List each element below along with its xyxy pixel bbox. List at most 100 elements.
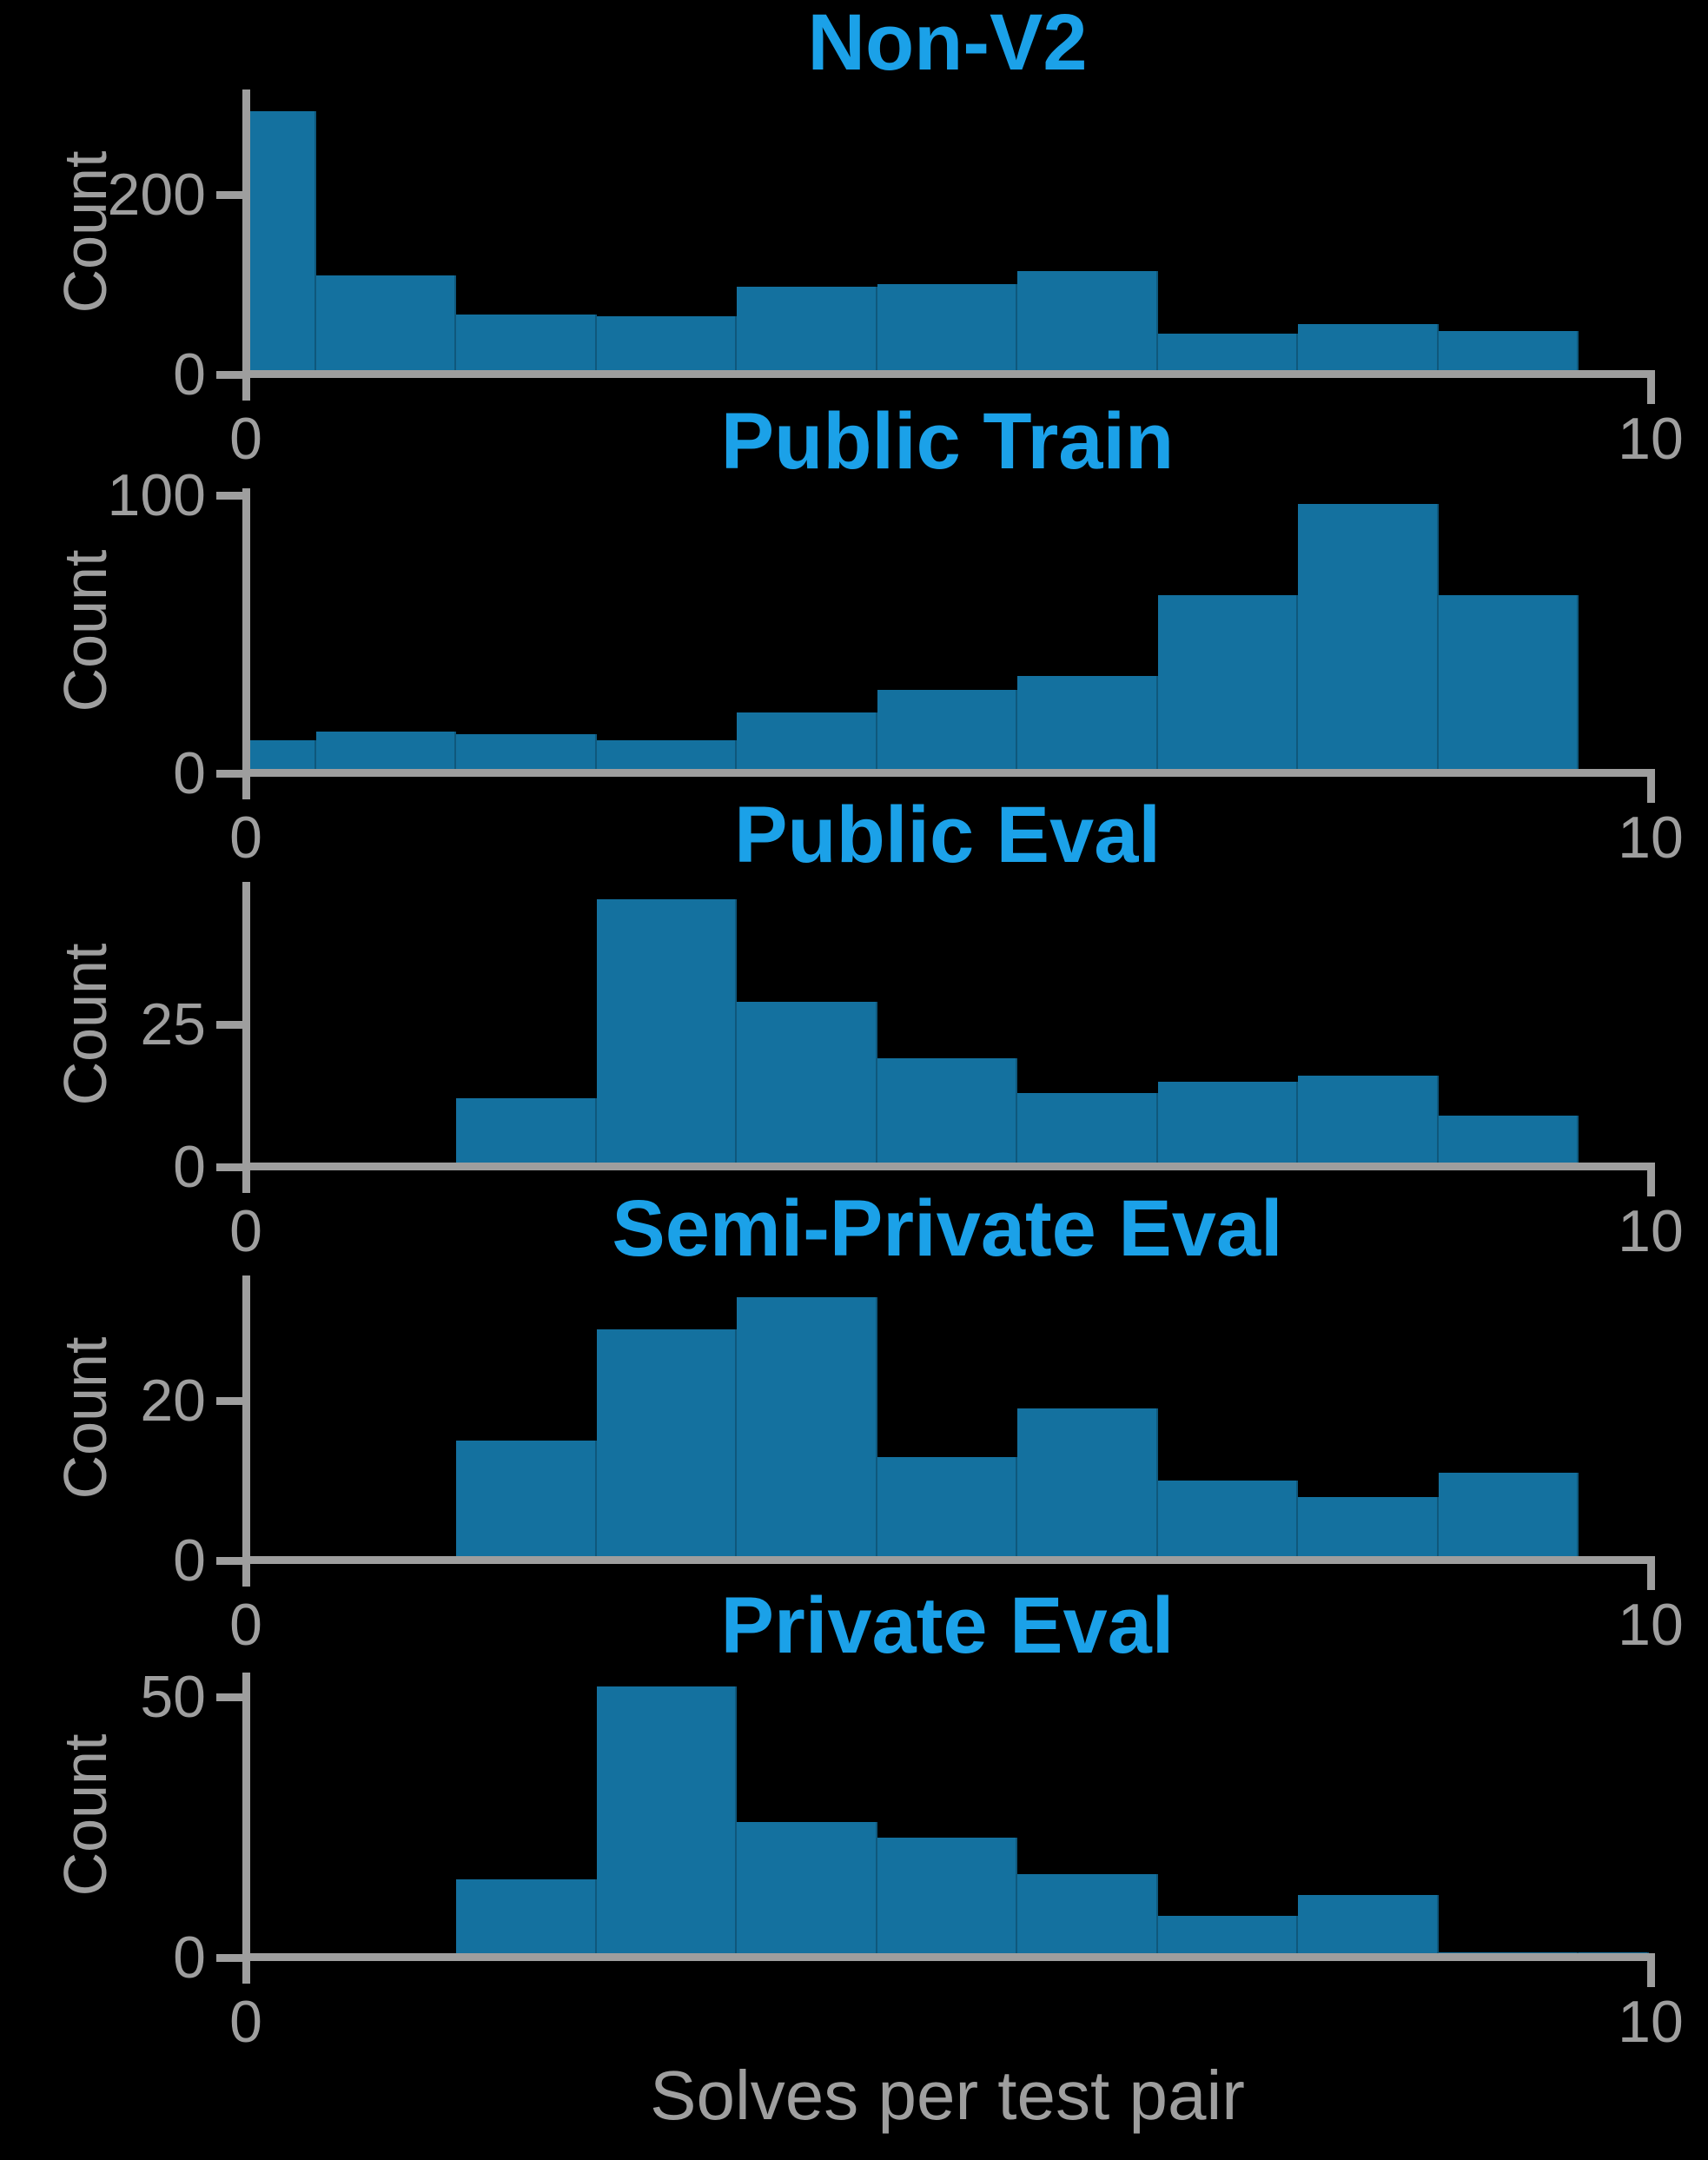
x-tick-label-0: 0 [229, 1592, 262, 1658]
y-tick-mark-zero [216, 1556, 242, 1565]
histogram-bar [1298, 1496, 1439, 1560]
histogram-bar [456, 1098, 597, 1167]
y-axis-label-count: Count [51, 943, 119, 1106]
panel-title-public-train: Public Train [720, 397, 1175, 486]
histogram-bars [246, 89, 1649, 374]
histogram-bar [737, 1296, 877, 1560]
x-tick-label-0: 0 [229, 1989, 262, 2055]
x-tick-label-0: 0 [229, 406, 262, 472]
histogram-bars [246, 1275, 1649, 1560]
y-tick-mark-max [216, 491, 242, 500]
histogram-bar [596, 315, 738, 374]
y-axis-line [242, 488, 250, 799]
x-tick-label-10: 10 [1618, 1989, 1684, 2055]
y-tick-mark-max [216, 190, 242, 199]
plot-public-train: 100 0 0 10 Count [51, 466, 1684, 867]
y-tick-mark-zero [216, 769, 242, 778]
histogram-bar [1298, 324, 1439, 374]
histogram-bar [456, 314, 597, 374]
panel-title-public-eval: Public Eval [734, 791, 1161, 879]
histogram-bars [246, 1673, 1649, 1958]
histogram-bar [737, 1001, 877, 1167]
x-axis-line [242, 1953, 1655, 1961]
histogram-bar [1157, 1916, 1299, 1958]
histogram-bar [1298, 503, 1439, 773]
x-tick-label-10: 10 [1618, 406, 1684, 472]
x-tick-label-0: 0 [229, 805, 262, 871]
x-tick-label-0: 0 [229, 1198, 262, 1264]
panel-title-non-v2: Non-V2 [807, 0, 1088, 87]
x-axis-label: Solves per test pair [650, 2057, 1245, 2134]
x-tick-mark-10 [1647, 1560, 1655, 1590]
plot-non-v2: 200 0 0 10 Count [51, 89, 1684, 468]
histogram-bar [877, 283, 1018, 374]
histogram-bar [1438, 1115, 1579, 1167]
x-tick-mark-10 [1647, 1958, 1655, 1987]
histogram-bar [737, 1822, 877, 1958]
x-tick-label-10: 10 [1618, 1198, 1684, 1264]
histogram-bar [1438, 595, 1579, 773]
histogram-bar [877, 690, 1018, 773]
y-tick-label-zero: 0 [173, 1527, 206, 1593]
x-tick-mark-10 [1647, 1167, 1655, 1196]
y-tick-label-zero: 0 [173, 341, 206, 407]
y-tick-label-zero: 0 [173, 1134, 206, 1200]
y-tick-label-zero: 0 [173, 1925, 206, 1991]
y-tick-mark-zero [216, 1953, 242, 1962]
x-axis-line [242, 370, 1655, 378]
histogram-bars [246, 488, 1649, 773]
histogram-bar [456, 1441, 597, 1560]
histogram-bar [246, 739, 316, 773]
x-axis-line [242, 769, 1655, 777]
histogram-bar [1017, 271, 1158, 374]
y-tick-label-max: 100 [107, 462, 206, 528]
histogram-bar [596, 1328, 738, 1560]
histogram-bar [737, 286, 877, 374]
histogram-bar [1298, 1895, 1439, 1958]
x-axis-line [242, 1163, 1655, 1170]
y-tick-mark-max [216, 1396, 242, 1405]
plot-private-eval: 50 0 0 10 Count [51, 1667, 1684, 2051]
y-axis-line [242, 89, 250, 401]
histogram-bar [1438, 331, 1579, 374]
x-tick-mark-10 [1647, 773, 1655, 803]
y-axis-label-count: Count [51, 150, 119, 314]
y-axis-label-count: Count [51, 1733, 119, 1897]
y-tick-label-zero: 0 [173, 740, 206, 806]
y-axis-line [242, 882, 250, 1193]
histogram-bar [877, 1058, 1018, 1167]
histogram-bar [596, 898, 738, 1167]
histogram-bar [315, 275, 457, 374]
y-tick-label-max: 50 [140, 1664, 206, 1731]
histogram-bar [1157, 595, 1299, 773]
histogram-bar [1157, 1081, 1299, 1167]
plot-semi-private-eval: 20 0 0 10 Count [51, 1275, 1684, 1654]
plot-public-eval: 25 0 0 10 Count [51, 882, 1684, 1261]
y-axis-line [242, 1673, 250, 1984]
y-tick-mark-max [216, 1020, 242, 1029]
histogram-bar [596, 739, 738, 773]
y-tick-label-max: 25 [140, 991, 206, 1057]
histogram-bar [1298, 1076, 1439, 1167]
histogram-bar [1438, 1472, 1579, 1560]
histogram-bar [1157, 1481, 1299, 1560]
y-tick-mark-max [216, 1693, 242, 1701]
histogram-bar [737, 712, 877, 773]
histogram-bars [246, 882, 1649, 1167]
y-tick-label-max: 20 [140, 1368, 206, 1434]
histogram-bar [1017, 1092, 1158, 1167]
y-axis-label-count: Count [51, 549, 119, 712]
histogram-bar [877, 1838, 1018, 1958]
y-tick-mark-zero [216, 370, 242, 379]
panel-title-semi-private-eval: Semi-Private Eval [612, 1184, 1283, 1273]
histogram-bar [315, 732, 457, 773]
histogram-bar [877, 1456, 1018, 1560]
histogram-bar [456, 1879, 597, 1958]
y-axis-line [242, 1275, 250, 1587]
x-tick-mark-10 [1647, 374, 1655, 404]
histogram-bar [596, 1686, 738, 1958]
histogram-bar [1017, 1408, 1158, 1560]
panel-title-private-eval: Private Eval [720, 1581, 1175, 1670]
histogram-bar [246, 110, 316, 374]
